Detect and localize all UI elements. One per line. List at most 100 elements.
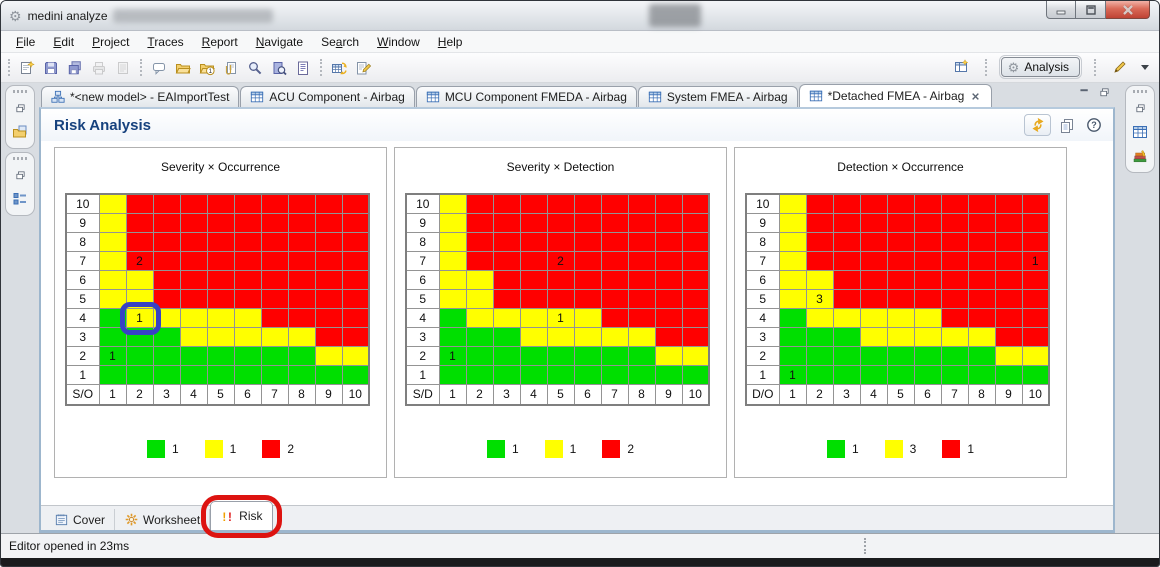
matrix-cell[interactable] [152,307,181,328]
matrix-cell[interactable] [654,307,683,328]
matrix-cell[interactable] [967,288,996,309]
matrix-cell[interactable] [98,288,127,309]
matrix-cell[interactable] [341,307,370,328]
save-all-icon[interactable] [63,56,87,79]
matrix-cell[interactable] [913,364,942,385]
matrix-cell[interactable] [573,250,602,271]
matrix-cell[interactable] [438,307,467,328]
matrix-cell[interactable] [287,288,316,309]
matrix-cell[interactable] [465,364,494,385]
matrix-cell[interactable] [573,193,602,214]
matrix-cell[interactable] [341,212,370,233]
matrix-cell[interactable] [681,364,710,385]
matrix-cell[interactable] [438,193,467,214]
matrix-cell[interactable] [627,307,656,328]
matrix-cell[interactable] [600,345,629,366]
matrix-cell[interactable] [913,231,942,252]
matrix-cell[interactable] [98,212,127,233]
matrix-cell[interactable] [492,231,521,252]
matrix-cell[interactable] [287,326,316,347]
matrix-cell[interactable] [341,250,370,271]
matrix-cell[interactable] [681,193,710,214]
matrix-cell[interactable] [859,307,888,328]
matrix-cell[interactable] [125,364,154,385]
matrix-cell[interactable] [778,288,807,309]
matrix-cell[interactable] [886,250,915,271]
matrix-cell[interactable] [627,212,656,233]
matrix-cell[interactable] [260,250,289,271]
matrix-cell[interactable] [341,193,370,214]
matrix-cell[interactable] [994,307,1023,328]
matrix-cell[interactable] [940,269,969,290]
close-tab-icon[interactable] [969,90,982,103]
matrix-cell[interactable] [994,269,1023,290]
matrix-cell[interactable] [287,231,316,252]
matrix-cell[interactable] [1021,364,1050,385]
matrix-cell[interactable] [600,364,629,385]
matrix-cell[interactable] [233,288,262,309]
matrix-cell[interactable] [492,345,521,366]
matrix-cell[interactable] [287,212,316,233]
matrix-cell[interactable] [913,288,942,309]
matrix-cell[interactable] [778,193,807,214]
matrix-cell[interactable] [233,193,262,214]
matrix-cell[interactable] [886,269,915,290]
matrix-cell[interactable] [654,345,683,366]
matrix-cell[interactable] [913,307,942,328]
menu-project[interactable]: Project [92,34,130,49]
matrix-cell[interactable] [1021,269,1050,290]
books-icon[interactable] [1131,147,1149,165]
matrix-cell[interactable] [859,269,888,290]
matrix-cell[interactable] [886,364,915,385]
matrix-cell[interactable] [967,250,996,271]
editor-tab-active[interactable]: *Detached FMEA - Airbag [798,84,993,107]
matrix-cell[interactable] [314,231,343,252]
matrix-cell[interactable] [681,345,710,366]
matrix-cell[interactable] [519,288,548,309]
matrix-cell[interactable] [125,288,154,309]
matrix-cell[interactable] [805,269,834,290]
matrix-cell[interactable] [1021,307,1050,328]
matrix-cell[interactable] [519,212,548,233]
matrix-cell[interactable] [519,231,548,252]
pen-icon[interactable] [1108,56,1132,79]
editor-tab[interactable]: ACU Component - Airbag [240,86,415,107]
matrix-cell[interactable] [233,345,262,366]
matrix-cell[interactable] [546,345,575,366]
matrix-cell[interactable] [179,193,208,214]
matrix-cell[interactable] [1021,212,1050,233]
matrix-cell[interactable] [492,212,521,233]
menu-search[interactable]: Search [321,34,360,49]
editor-tab[interactable]: *<new model> - EAImportTest [41,86,240,107]
matrix-cell[interactable]: 1 [98,345,127,366]
matrix-cell[interactable] [341,364,370,385]
matrix-cell[interactable] [179,231,208,252]
matrix-cell[interactable] [98,326,127,347]
matrix-cell[interactable] [886,345,915,366]
matrix-cell[interactable] [859,193,888,214]
matrix-cell[interactable] [519,250,548,271]
matrix-cell[interactable] [600,307,629,328]
matrix-cell[interactable] [913,345,942,366]
matrix-cell[interactable] [98,364,127,385]
matrix-cell[interactable] [260,364,289,385]
matrix-cell[interactable] [805,345,834,366]
matrix-cell[interactable] [967,193,996,214]
matrix-cell[interactable] [465,269,494,290]
matrix-cell[interactable] [627,231,656,252]
save-icon[interactable] [39,56,63,79]
matrix-cell[interactable] [546,231,575,252]
matrix-cell[interactable] [832,307,861,328]
matrix-cell[interactable] [654,364,683,385]
matrix-cell[interactable] [886,326,915,347]
matrix-cell[interactable] [967,269,996,290]
matrix-cell[interactable] [233,212,262,233]
matrix-cell[interactable] [152,212,181,233]
matrix-cell[interactable] [465,212,494,233]
matrix-cell[interactable] [179,250,208,271]
matrix-cell[interactable] [940,212,969,233]
tab-worksheet[interactable]: Worksheet [115,509,211,530]
matrix-cell[interactable] [654,250,683,271]
matrix-cell[interactable] [98,231,127,252]
matrix-cell[interactable] [341,288,370,309]
